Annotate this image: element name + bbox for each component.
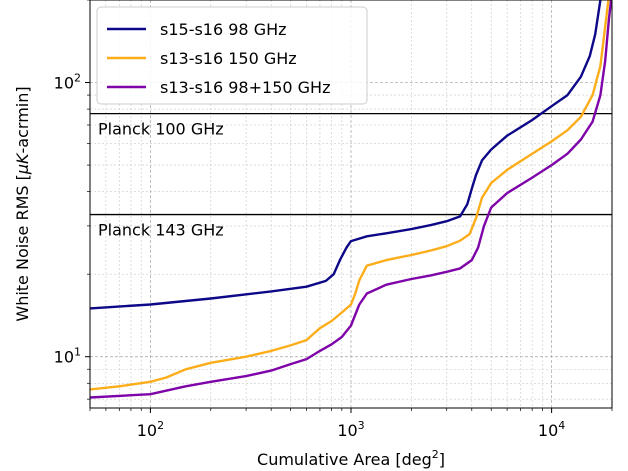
reference-labels: Planck 100 GHz Planck 143 GHz <box>98 120 224 240</box>
series-line <box>90 0 610 391</box>
reference-line-label: Planck 143 GHz <box>98 221 224 240</box>
y-tick-label: 102 <box>54 72 81 93</box>
x-tick-label: 103 <box>337 419 364 440</box>
reference-lines <box>90 113 612 216</box>
x-tick-label: 104 <box>538 419 565 440</box>
x-tick-label: 102 <box>137 419 164 440</box>
legend-label: s13-s16 98+150 GHz <box>160 78 330 97</box>
legend-label: s13-s16 150 GHz <box>160 49 297 68</box>
series-line <box>90 0 602 310</box>
legend: s15-s16 98 GHz s13-s16 150 GHz s13-s16 98+… <box>96 6 368 105</box>
reference-line-label: Planck 100 GHz <box>98 120 224 139</box>
x-axis-label: Cumulative Area [deg2] <box>257 448 445 469</box>
y-axis-label: White Noise RMS [μK-acrmin] <box>13 86 32 321</box>
axis-ticks: 102 103 104 101 102 <box>54 0 613 440</box>
series-line <box>90 0 612 399</box>
y-tick-label: 101 <box>54 346 81 367</box>
legend-label: s15-s16 98 GHz <box>160 20 287 39</box>
series-lines <box>90 0 612 399</box>
legend-box <box>96 6 368 105</box>
